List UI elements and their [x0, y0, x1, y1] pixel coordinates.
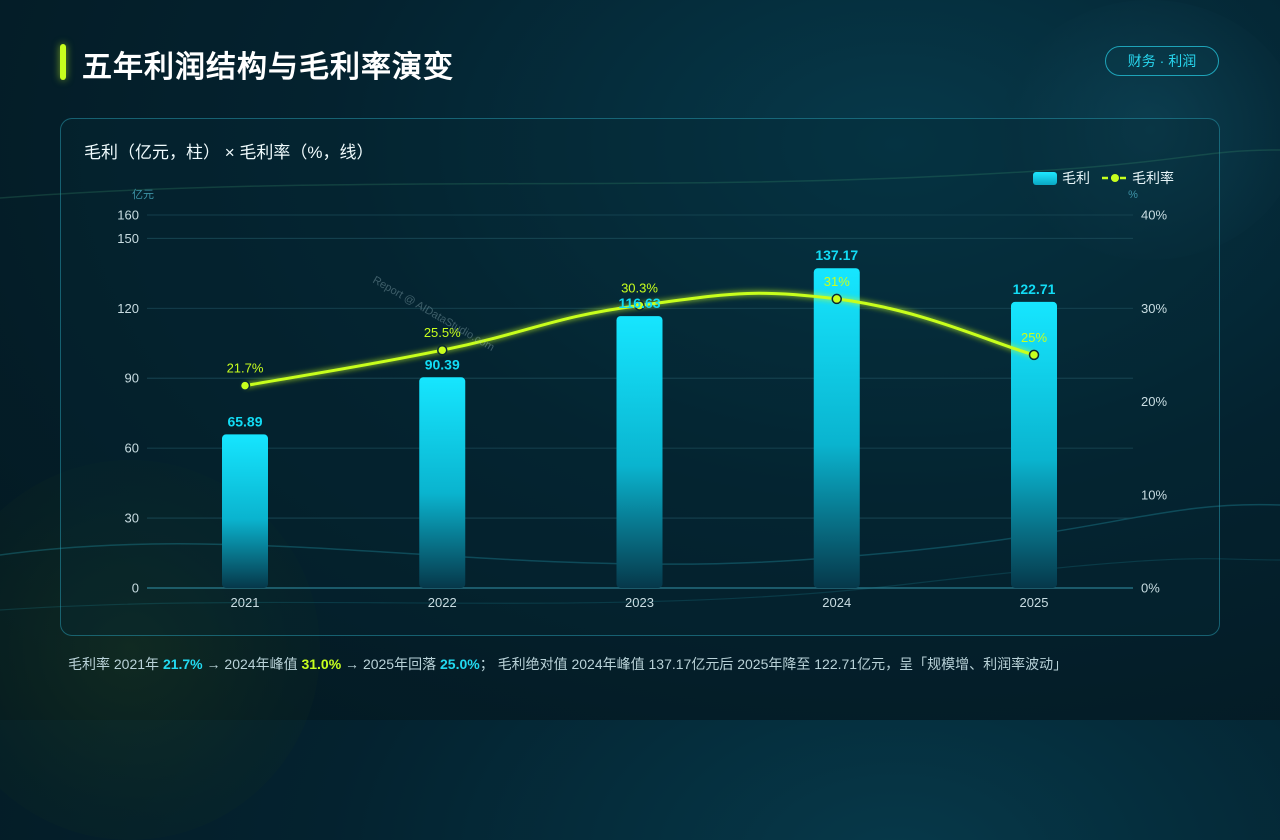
bar-value-label: 65.89	[227, 413, 262, 429]
bar	[222, 434, 268, 588]
left-axis-unit: 亿元	[132, 188, 154, 201]
combo-chart: 0 30 60 90 120 150 160 0% 10% 20% 30% 40% 2021 2022 20…	[0, 149, 1280, 611]
right-axis-unit: %	[1128, 189, 1138, 201]
legend-bar-swatch	[1033, 171, 1057, 185]
line-point	[1028, 349, 1040, 361]
decorative-wave	[0, 149, 1280, 199]
line-value-label: 25%	[1021, 330, 1047, 345]
legend-line-label: 毛利率	[1132, 170, 1174, 186]
line-value-label: 30.3%	[621, 280, 658, 295]
y-left-tick-label: 150	[117, 231, 139, 246]
x-tick-label: 2021	[231, 595, 260, 610]
x-tick-label: 2022	[428, 595, 457, 610]
line-point	[239, 380, 251, 391]
y-right-tick-label: 20%	[1141, 394, 1167, 409]
line-value-label: 31%	[824, 274, 850, 289]
chart-heading: 毛利（亿元，柱） × 毛利率（%，线）	[84, 143, 374, 162]
footer-text: → 2024年峰值	[202, 656, 302, 672]
title-accent-bar	[60, 44, 66, 80]
footer-note: 毛利率 2021年 21.7% → 2024年峰值 31.0% → 2025年回…	[68, 654, 1067, 674]
legend-bar-label: 毛利	[1062, 170, 1090, 186]
bar-value-label: 116.63	[618, 295, 660, 311]
footer-value-2025: 25.0%	[440, 656, 480, 672]
y-left-tick-label: 160	[117, 208, 139, 223]
legend-line-swatch	[1102, 174, 1128, 182]
y-right-tick-label: 10%	[1141, 487, 1167, 502]
footer-value-2021: 21.7%	[162, 656, 203, 672]
bar-value-label: 122.71	[1013, 281, 1056, 297]
y-right-tick-label: 30%	[1141, 301, 1167, 316]
footer-text: 毛利率 2021年	[68, 656, 163, 672]
y-left-tick-label: 30	[125, 511, 139, 526]
y-right-tick-label: 0%	[1141, 581, 1160, 596]
y-left-tick-label: 60	[125, 441, 139, 456]
bar-value-label: 90.39	[425, 356, 460, 372]
footer-text: ； 毛利绝对值 2024年峰值 137.17亿元后 2025年降至 122.71…	[479, 656, 1068, 672]
decorative-wave	[0, 558, 1280, 611]
line-point	[437, 344, 448, 356]
y-right-tick-label: 40%	[1141, 208, 1167, 223]
line-value-label: 21.7%	[227, 361, 264, 376]
decorative-circle	[1000, 0, 1280, 260]
y-left-tick-label: 0	[132, 581, 139, 596]
category-tag: 财务 · 利润	[1105, 46, 1219, 76]
watermark: Report @ AIDataStudio.com	[371, 274, 497, 354]
line-point	[634, 300, 645, 311]
y-left-tick-label: 120	[117, 301, 139, 316]
bar	[616, 316, 663, 588]
x-tick-label: 2023	[625, 595, 654, 610]
bar-value-label: 137.17	[815, 247, 858, 263]
bar	[419, 377, 466, 588]
bar	[1011, 301, 1057, 588]
page-title: 五年利润结构与毛利率演变	[82, 51, 454, 84]
y-left-tick-label: 90	[125, 371, 139, 386]
footer-value-peak: 31.0%	[301, 656, 342, 672]
footer-text: → 2025年回落	[341, 656, 440, 672]
line-value-label: 25.5%	[424, 325, 461, 340]
x-tick-label: 2024	[822, 595, 851, 610]
chart-legend: 毛利 毛利率	[1033, 168, 1174, 188]
decorative-wave	[0, 503, 1280, 565]
x-tick-label: 2025	[1020, 595, 1049, 610]
bar	[813, 268, 860, 588]
line-point	[831, 293, 842, 305]
